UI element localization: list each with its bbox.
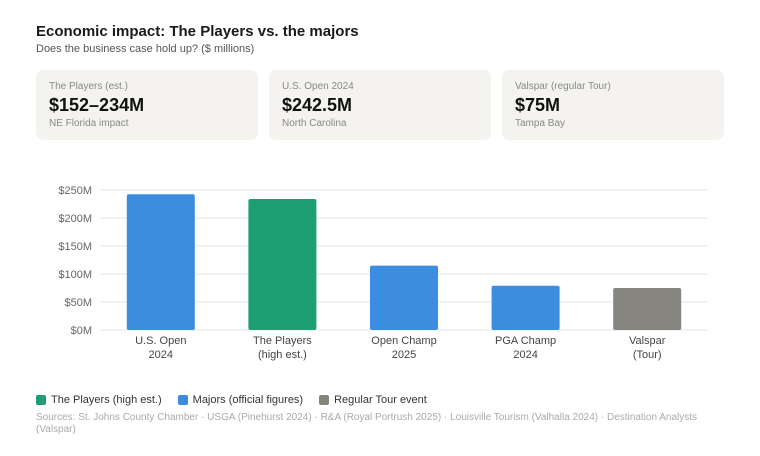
bar [248,198,317,330]
legend-item-majors: Majors (official figures) [177,394,304,406]
x-tick-label: PGA Champ [495,335,556,347]
summary-cards: The Players (est.) $152–234M NE Florida … [36,70,724,140]
chart-title: Economic impact: The Players vs. the maj… [36,23,359,40]
y-tick-label: $100M [58,269,92,281]
card-value: $242.5M [282,95,353,115]
legend-label: Regular Tour event [334,394,427,406]
x-tick-label: U.S. Open [135,335,186,347]
card-players: The Players (est.) $152–234M NE Florida … [36,70,258,140]
card-value: $152–234M [49,95,145,115]
card-sub: North Carolina [282,118,347,129]
legend-swatch [319,395,330,405]
y-tick-label: $250M [58,185,92,197]
legend-label: Majors (official figures) [192,394,304,406]
card-value: $75M [515,95,561,115]
legend-swatch [177,395,188,405]
legend-label: The Players (high est.) [51,394,162,406]
card-valspar: Valspar (regular Tour) $75M Tampa Bay [502,70,724,140]
legend-swatch [36,395,46,405]
y-tick-label: $150M [58,241,92,253]
x-tick-label: 2024 [513,349,537,361]
card-sub: Tampa Bay [515,118,566,129]
x-tick-label: Open Champ [371,335,436,347]
x-tick-label: The Players [253,335,312,347]
chart-subtitle: Does the business case hold up? ($ milli… [36,43,255,55]
bar [126,194,195,330]
card-label: Valspar (regular Tour) [515,81,611,92]
card-label: The Players (est.) [49,81,128,92]
bar [613,288,682,330]
x-tick-label: 2025 [392,349,416,361]
bar-chart: $0M $50M $100M $150M $200M $250M U.S. Open 2024… [58,185,708,361]
y-tick-label: $50M [64,297,92,309]
x-tick-label: (Tour) [633,349,662,361]
legend: The Players (high est.) Majors (official… [36,394,443,406]
card-us-open: U.S. Open 2024 $242.5M North Carolina [269,70,491,140]
x-tick-label: 2024 [149,349,173,361]
legend-item-players: The Players (high est.) [36,394,162,406]
bar [370,265,438,330]
y-tick-label: $0M [71,325,92,337]
y-tick-label: $200M [58,213,92,225]
source-note: Sources: St. Johns County Chamber · USGA… [36,412,698,435]
card-sub: NE Florida impact [49,118,129,129]
card-label: U.S. Open 2024 [282,81,354,92]
legend-item-regular: Regular Tour event [319,394,427,406]
x-tick-label: (high est.) [258,349,307,361]
x-tick-label: Valspar [629,335,666,347]
bar [491,285,560,330]
